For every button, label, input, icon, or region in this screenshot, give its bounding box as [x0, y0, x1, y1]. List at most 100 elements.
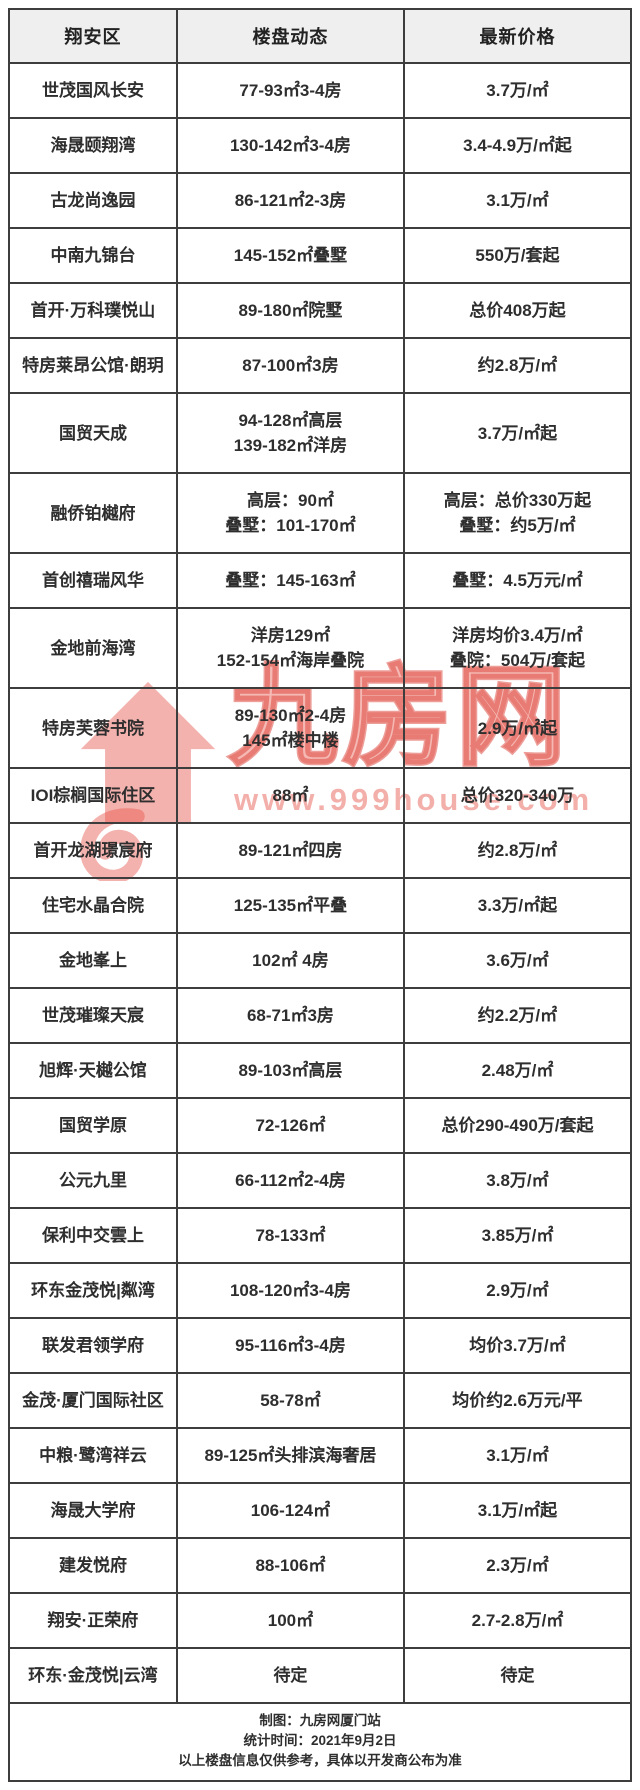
cell-project-name: 公元九里	[8, 1152, 178, 1209]
cell-dynamics: 89-103㎡高层	[175, 1042, 405, 1099]
cell-dynamics: 106-124㎡	[175, 1482, 405, 1539]
cell-project-name: 中南九锦台	[8, 227, 178, 284]
cell-project-name: 世茂国风长安	[8, 62, 178, 119]
cell-project-name: 保利中交雲上	[8, 1207, 178, 1264]
cell-project-name: 翔安·正荣府	[8, 1592, 178, 1649]
cell-dynamics: 78-133㎡	[175, 1207, 405, 1264]
footer-disclaimer: 以上楼盘信息仅供参考，具体以开发商公布为准	[178, 1753, 462, 1768]
table-row: 特房莱昂公馆·朗玥 87-100㎡3房 约2.8万/㎡	[8, 337, 633, 394]
footer-row: 制图：九房网厦门站 统计时间：2021年9月2日 以上楼盘信息仅供参考，具体以开…	[8, 1702, 632, 1782]
column-header-price: 最新价格	[402, 8, 633, 64]
cell-price: 总价290-490万/套起	[402, 1097, 633, 1154]
table-row: 环东金茂悦|粼湾 108-120㎡3-4房 2.9万/㎡	[8, 1262, 633, 1319]
cell-price: 3.1万/㎡起	[402, 1482, 633, 1539]
cell-project-name: IOI棕榈国际住区	[8, 767, 178, 824]
footer-credit: 制图：九房网厦门站	[259, 1713, 381, 1728]
table-row: 住宅水晶合院 125-135㎡平叠 3.3万/㎡起	[8, 877, 633, 934]
cell-price: 均价约2.6万元/平	[402, 1372, 633, 1429]
table-row: 翔安·正荣府 100㎡ 2.7-2.8万/㎡	[8, 1592, 633, 1649]
table-row: 金地峯上 102㎡ 4房 3.6万/㎡	[8, 932, 633, 989]
table-row: 海晟颐翔湾 130-142㎡3-4房 3.4-4.9万/㎡起	[8, 117, 633, 174]
cell-project-name: 环东金茂悦|粼湾	[8, 1262, 178, 1319]
cell-price: 待定	[402, 1647, 633, 1704]
cell-price: 高层：总价330万起 叠墅：约5万/㎡	[402, 472, 633, 554]
table-row: 世茂国风长安 77-93㎡3-4房 3.7万/㎡	[8, 62, 633, 119]
cell-price: 3.3万/㎡起	[402, 877, 633, 934]
cell-dynamics: 89-130㎡2-4房 145㎡楼中楼	[175, 687, 405, 769]
cell-dynamics: 86-121㎡2-3房	[175, 172, 405, 229]
cell-price: 均价3.7万/㎡	[402, 1317, 633, 1374]
cell-project-name: 古龙尚逸园	[8, 172, 178, 229]
cell-project-name: 海晟大学府	[8, 1482, 178, 1539]
cell-project-name: 特房芙蓉书院	[8, 687, 178, 769]
table-row: 联发君领学府 95-116㎡3-4房 均价3.7万/㎡	[8, 1317, 633, 1374]
cell-dynamics: 95-116㎡3-4房	[175, 1317, 405, 1374]
column-header-dynamics: 楼盘动态	[175, 8, 405, 64]
table-row: 世茂璀璨天宸 68-71㎡3房 约2.2万/㎡	[8, 987, 633, 1044]
cell-price: 2.48万/㎡	[402, 1042, 633, 1099]
cell-price: 2.7-2.8万/㎡	[402, 1592, 633, 1649]
cell-price: 3.7万/㎡	[402, 62, 633, 119]
table-row: 中粮·鹭湾祥云 89-125㎡头排滨海奢居 3.1万/㎡	[8, 1427, 633, 1484]
cell-dynamics: 130-142㎡3-4房	[175, 117, 405, 174]
cell-project-name: 首开龙湖璟宸府	[8, 822, 178, 879]
cell-project-name: 国贸天成	[8, 392, 178, 474]
cell-price: 3.6万/㎡	[402, 932, 633, 989]
table-row: 国贸学原 72-126㎡ 总价290-490万/套起	[8, 1097, 633, 1154]
footer-date: 统计时间：2021年9月2日	[243, 1733, 397, 1748]
table-row: 公元九里 66-112㎡2-4房 3.8万/㎡	[8, 1152, 633, 1209]
cell-project-name: 融侨铂樾府	[8, 472, 178, 554]
cell-project-name: 金茂·厦门国际社区	[8, 1372, 178, 1429]
header-row: 翔安区 楼盘动态 最新价格	[8, 8, 633, 64]
cell-dynamics: 88㎡	[175, 767, 405, 824]
cell-project-name: 联发君领学府	[8, 1317, 178, 1374]
cell-project-name: 首开·万科璞悦山	[8, 282, 178, 339]
cell-dynamics: 87-100㎡3房	[175, 337, 405, 394]
cell-price: 3.1万/㎡	[402, 1427, 633, 1484]
cell-dynamics: 58-78㎡	[175, 1372, 405, 1429]
table-row: 中南九锦台 145-152㎡叠墅 550万/套起	[8, 227, 633, 284]
cell-dynamics: 高层：90㎡ 叠墅：101-170㎡	[175, 472, 405, 554]
cell-project-name: 中粮·鹭湾祥云	[8, 1427, 178, 1484]
cell-price: 3.8万/㎡	[402, 1152, 633, 1209]
table-row: 首开·万科璞悦山 89-180㎡院墅 总价408万起	[8, 282, 633, 339]
cell-price: 3.1万/㎡	[402, 172, 633, 229]
table-row: IOI棕榈国际住区 88㎡ 总价320-340万	[8, 767, 633, 824]
cell-price: 叠墅：4.5万元/㎡	[402, 552, 633, 609]
property-table: 翔安区 楼盘动态 最新价格 世茂国风长安 77-93㎡3-4房 3.7万/㎡ 海晟颐翔…	[8, 8, 633, 1782]
cell-dynamics: 88-106㎡	[175, 1537, 405, 1594]
table-row: 金茂·厦门国际社区 58-78㎡ 均价约2.6万元/平	[8, 1372, 633, 1429]
cell-dynamics: 94-128㎡高层 139-182㎡洋房	[175, 392, 405, 474]
cell-project-name: 金地前海湾	[8, 607, 178, 689]
cell-dynamics: 89-121㎡四房	[175, 822, 405, 879]
cell-project-name: 旭辉·天樾公馆	[8, 1042, 178, 1099]
cell-dynamics: 72-126㎡	[175, 1097, 405, 1154]
cell-price: 2.9万/㎡起	[402, 687, 633, 769]
table-row: 旭辉·天樾公馆 89-103㎡高层 2.48万/㎡	[8, 1042, 633, 1099]
table-row: 环东·金茂悦|云湾 待定 待定	[8, 1647, 633, 1704]
cell-dynamics: 145-152㎡叠墅	[175, 227, 405, 284]
cell-price: 550万/套起	[402, 227, 633, 284]
cell-price: 约2.2万/㎡	[402, 987, 633, 1044]
cell-project-name: 特房莱昂公馆·朗玥	[8, 337, 178, 394]
cell-project-name: 住宅水晶合院	[8, 877, 178, 934]
table-row: 首创禧瑞风华 叠墅：145-163㎡ 叠墅：4.5万元/㎡	[8, 552, 633, 609]
table-row: 金地前海湾 洋房129㎡ 152-154㎡海岸叠院 洋房均价3.4万/㎡ 叠院：504万…	[8, 607, 633, 689]
cell-dynamics: 125-135㎡平叠	[175, 877, 405, 934]
footer-cell: 制图：九房网厦门站 统计时间：2021年9月2日 以上楼盘信息仅供参考，具体以开…	[8, 1702, 632, 1782]
cell-price: 总价320-340万	[402, 767, 633, 824]
cell-dynamics: 叠墅：145-163㎡	[175, 552, 405, 609]
cell-project-name: 海晟颐翔湾	[8, 117, 178, 174]
cell-dynamics: 待定	[175, 1647, 405, 1704]
cell-dynamics: 102㎡ 4房	[175, 932, 405, 989]
column-header-district: 翔安区	[8, 8, 178, 64]
table-row: 海晟大学府 106-124㎡ 3.1万/㎡起	[8, 1482, 633, 1539]
table-row: 首开龙湖璟宸府 89-121㎡四房 约2.8万/㎡	[8, 822, 633, 879]
cell-dynamics: 89-180㎡院墅	[175, 282, 405, 339]
cell-price: 2.9万/㎡	[402, 1262, 633, 1319]
cell-project-name: 环东·金茂悦|云湾	[8, 1647, 178, 1704]
table-row: 融侨铂樾府 高层：90㎡ 叠墅：101-170㎡ 高层：总价330万起 叠墅：约5万/㎡	[8, 472, 633, 554]
cell-price: 总价408万起	[402, 282, 633, 339]
cell-project-name: 金地峯上	[8, 932, 178, 989]
